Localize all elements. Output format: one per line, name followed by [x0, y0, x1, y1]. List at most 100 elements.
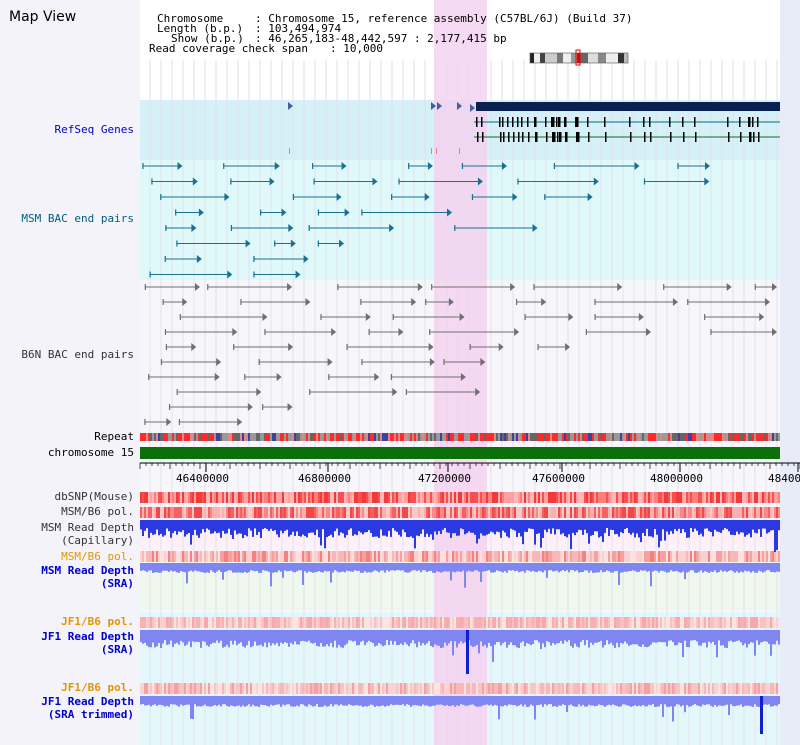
msm-depth-capillary-bar	[448, 520, 450, 533]
track-label-b6n-bac[interactable]: B6N BAC end pairs	[21, 348, 134, 361]
msm-b6-pol-strip	[538, 507, 540, 518]
jf1-depth-trim-bar	[628, 696, 630, 706]
dbsnp-strip	[358, 492, 360, 503]
jf1-depth-trim-bar	[368, 696, 370, 706]
jf1-b6-pol-strip	[204, 617, 206, 628]
jf1-depth-sra-bar	[634, 630, 636, 645]
repeat-segment	[546, 433, 548, 441]
jf1-b6-pol-strip	[306, 617, 308, 628]
msm-b6-pol-strip	[432, 507, 434, 518]
msm-depth-sra-bar	[704, 563, 706, 572]
msm-depth-sra-bar	[214, 563, 216, 573]
jf1-b6-pol-strip	[426, 617, 428, 628]
jf1-depth-sra-bar	[162, 630, 164, 644]
msm-b6-pol-strip	[508, 507, 510, 518]
jf1-depth-sra-bar	[724, 630, 726, 648]
msm-depth-sra-bar	[230, 563, 232, 571]
msm-b6-pol-strip	[220, 507, 222, 518]
jf1-depth-trim-bar	[378, 696, 380, 707]
msm-b6-pol-strip	[470, 507, 472, 518]
jf1-b6-pol-strip	[574, 683, 576, 694]
repeat-segment	[630, 433, 632, 441]
track-label-jf1-b6-pol-1[interactable]: JF1/B6 pol.	[61, 615, 134, 628]
msm-depth-sra-bar	[266, 563, 268, 571]
msm-b6-pol-strip	[154, 551, 156, 562]
jf1-depth-trim-bar	[748, 696, 750, 706]
track-label-msm-depth-sra[interactable]: MSM Read Depth	[41, 564, 134, 577]
msm-b6-pol-strip	[312, 507, 314, 518]
msm-b6-pol-strip	[254, 507, 256, 518]
jf1-depth-sra-bar	[528, 630, 530, 644]
msm-b6-pol-strip	[208, 551, 210, 562]
msm-b6-pol-strip	[658, 507, 660, 518]
jf1-depth-sra-bar	[394, 630, 396, 642]
msm-depth-capillary-bar	[510, 520, 512, 529]
msm-b6-pol-strip	[384, 507, 386, 518]
bac-end	[232, 328, 238, 336]
exon	[576, 117, 578, 127]
jf1-depth-sra-bar	[280, 630, 282, 643]
msm-depth-sra-bar	[342, 563, 344, 572]
msm-depth-sra-bar	[190, 563, 192, 571]
msm-b6-pol-strip	[224, 551, 226, 562]
repeat-segment	[542, 433, 544, 441]
jf1-depth-sra-bar	[304, 630, 306, 642]
jf1-depth-trim-bar	[148, 696, 150, 705]
bac-end	[281, 208, 287, 217]
msm-b6-pol-strip	[256, 551, 258, 562]
jf1-b6-pol-strip	[282, 617, 284, 628]
msm-b6-pol-strip	[332, 551, 334, 562]
msm-depth-capillary-bar	[426, 520, 428, 534]
repeat-segment	[490, 433, 492, 441]
repeat-segment	[154, 433, 156, 441]
dbsnp-strip	[332, 492, 334, 503]
track-label-jf1-depth-trim[interactable]: JF1 Read Depth	[41, 695, 134, 708]
msm-b6-pol-strip	[598, 507, 600, 518]
track-label-msm-bac[interactable]: MSM BAC end pairs	[21, 212, 134, 225]
jf1-b6-pol-strip	[350, 617, 352, 628]
msm-b6-pol-strip	[296, 551, 298, 562]
repeat-segment	[626, 433, 628, 441]
track-label-jf1-b6-pol-2[interactable]: JF1/B6 pol.	[61, 681, 134, 694]
bac-end	[469, 344, 471, 350]
msm-depth-sra-bar	[262, 563, 264, 571]
repeat-segment	[772, 433, 774, 441]
jf1-depth-sra-bar	[364, 630, 366, 646]
track-label-repeat[interactable]: Repeat	[94, 430, 134, 443]
jf1-depth-sra-bar	[500, 630, 502, 646]
track-label-msm-b6-pol-2[interactable]: MSM/B6 pol.	[61, 550, 134, 563]
dbsnp-strip	[142, 492, 144, 503]
msm-b6-pol-strip	[656, 551, 658, 562]
track-label-refseq[interactable]: RefSeq Genes	[54, 123, 134, 136]
track-label-dbsnp[interactable]: dbSNP(Mouse)	[54, 490, 134, 503]
track-label-msm-b6-pol-1[interactable]: MSM/B6 pol.	[61, 505, 134, 518]
msm-b6-pol-strip	[328, 507, 330, 518]
repeat-segment	[738, 433, 740, 441]
jf1-depth-trim-bar	[498, 696, 500, 720]
msm-depth-capillary-bar	[608, 520, 610, 537]
jf1-b6-pol-strip	[464, 683, 466, 694]
dbsnp-strip	[396, 492, 398, 503]
msm-b6-pol-strip	[446, 551, 448, 562]
msm-b6-pol-strip	[338, 507, 340, 518]
repeat-segment	[190, 433, 192, 441]
jf1-b6-pol-strip	[152, 617, 154, 628]
msm-b6-pol-strip	[236, 507, 238, 518]
track-label-jf1-depth-sra[interactable]: JF1 Read Depth	[41, 630, 134, 643]
jf1-depth-sra-bar	[646, 630, 648, 648]
jf1-depth-trim-bar	[182, 696, 184, 706]
track-label-msm-depth-cap[interactable]: MSM Read Depth	[41, 521, 134, 534]
msm-b6-pol-strip	[336, 507, 338, 518]
bac-end	[191, 343, 197, 351]
track-label-chromosome[interactable]: chromosome 15	[47, 446, 134, 459]
msm-depth-sra-bar	[674, 563, 676, 572]
msm-b6-pol-strip	[642, 507, 644, 518]
msm-b6-pol-strip	[522, 507, 524, 518]
jf1-b6-pol-strip	[422, 617, 424, 628]
msm-depth-sra-bar	[680, 563, 682, 573]
jf1-depth-sra-bar	[604, 630, 606, 646]
msm-b6-pol-strip	[582, 551, 584, 562]
msm-depth-capillary-bar	[548, 520, 550, 529]
bac-end	[192, 177, 198, 186]
